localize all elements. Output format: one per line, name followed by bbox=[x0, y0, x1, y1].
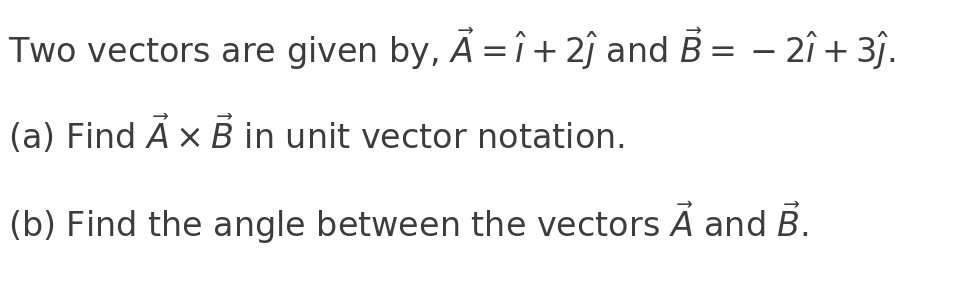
Text: Two vectors are given by, $\vec{A} = \hat{\imath} + 2\hat{\jmath}$ and $\vec{B} : Two vectors are given by, $\vec{A} = \ha… bbox=[8, 25, 895, 72]
Text: (b) Find the angle between the vectors $\vec{A}$ and $\vec{B}$.: (b) Find the angle between the vectors $… bbox=[8, 199, 809, 246]
Text: (a) Find $\vec{A} \times \vec{B}$ in unit vector notation.: (a) Find $\vec{A} \times \vec{B}$ in uni… bbox=[8, 112, 625, 156]
